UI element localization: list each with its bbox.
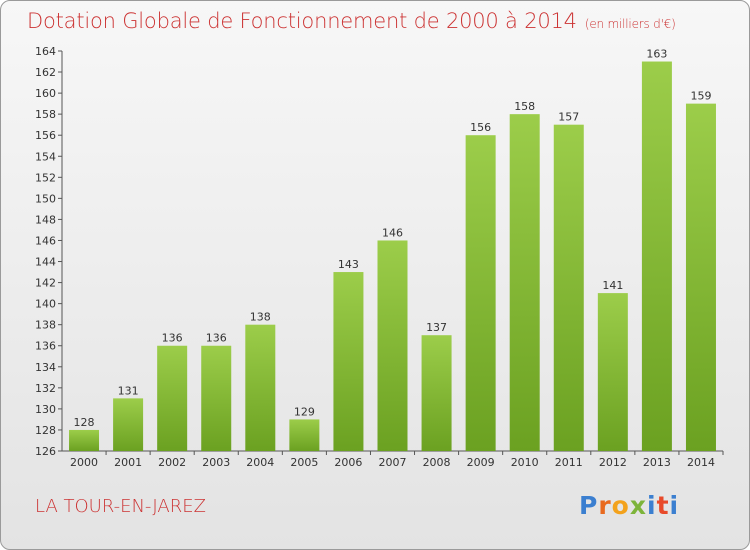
bar bbox=[597, 293, 628, 451]
town-name: LA TOUR-EN-JAREZ bbox=[35, 496, 206, 517]
data-label: 136 bbox=[162, 332, 183, 345]
chart-title-text: Dotation Globale de Fonctionnement de 20… bbox=[27, 9, 577, 33]
y-tick-label: 134 bbox=[35, 361, 56, 374]
chart-bars: 128 131 136 136 138 129 143 146 137 156 158 157 141 1… bbox=[69, 48, 716, 452]
x-tick-label: 2010 bbox=[511, 456, 539, 469]
x-tick-label: 2008 bbox=[423, 456, 451, 469]
y-tick-label: 152 bbox=[35, 171, 56, 184]
chart-title: Dotation Globale de Fonctionnement de 20… bbox=[27, 9, 676, 33]
y-tick-label: 154 bbox=[35, 150, 56, 163]
bar bbox=[333, 272, 364, 451]
logo-letter: t bbox=[656, 491, 670, 520]
bar bbox=[685, 103, 716, 451]
chart-unit: (en milliers d'€) bbox=[584, 17, 676, 31]
proxiti-logo: Proxiti bbox=[579, 491, 679, 520]
data-label: 141 bbox=[602, 279, 623, 292]
data-label: 128 bbox=[74, 416, 95, 429]
y-tick-label: 128 bbox=[35, 424, 56, 437]
x-tick-label: 2014 bbox=[687, 456, 715, 469]
y-tick-label: 160 bbox=[35, 87, 56, 100]
data-label: 163 bbox=[646, 48, 667, 61]
bar bbox=[641, 61, 672, 452]
y-tick-label: 150 bbox=[35, 192, 56, 205]
y-tick-label: 146 bbox=[35, 234, 56, 247]
x-tick-label: 2005 bbox=[290, 456, 318, 469]
bar bbox=[421, 335, 452, 451]
bar bbox=[377, 240, 408, 451]
data-label: 157 bbox=[558, 111, 579, 124]
logo-letter: i bbox=[647, 491, 657, 520]
y-tick-label: 126 bbox=[35, 445, 56, 458]
bar bbox=[69, 429, 100, 451]
bar bbox=[509, 114, 540, 451]
x-tick-label: 2003 bbox=[202, 456, 230, 469]
y-tick-label: 130 bbox=[35, 403, 56, 416]
y-tick-label: 162 bbox=[35, 66, 56, 79]
logo-letter: x bbox=[629, 491, 647, 520]
x-tick-label: 2009 bbox=[467, 456, 495, 469]
y-tick-label: 158 bbox=[35, 108, 56, 121]
y-tick-label: 138 bbox=[35, 319, 56, 332]
x-tick-label: 2000 bbox=[70, 456, 98, 469]
chart-axes: 126 128 130 132 134 136 138 140 142 144 146 148 150 1… bbox=[35, 45, 724, 469]
bar bbox=[245, 324, 276, 451]
bar bbox=[553, 124, 584, 452]
data-label: 146 bbox=[382, 226, 403, 239]
y-tick-label: 140 bbox=[35, 298, 56, 311]
data-label: 136 bbox=[206, 332, 227, 345]
data-label: 159 bbox=[690, 90, 711, 103]
bar bbox=[157, 345, 188, 451]
x-tick-label: 2012 bbox=[599, 456, 627, 469]
x-tick-label: 2006 bbox=[334, 456, 362, 469]
x-tick-label: 2001 bbox=[114, 456, 142, 469]
logo-letter: i bbox=[669, 491, 680, 520]
y-tick-label: 164 bbox=[35, 45, 56, 58]
logo-letter: r bbox=[598, 491, 612, 520]
y-tick-label: 148 bbox=[35, 213, 56, 226]
data-label: 131 bbox=[118, 384, 139, 397]
logo-letter: P bbox=[579, 491, 599, 520]
data-label: 158 bbox=[514, 100, 535, 113]
x-tick-label: 2007 bbox=[379, 456, 407, 469]
data-label: 138 bbox=[250, 311, 271, 324]
data-label: 129 bbox=[294, 405, 315, 418]
data-label: 143 bbox=[338, 258, 359, 271]
data-label: 137 bbox=[426, 321, 447, 334]
x-tick-label: 2013 bbox=[643, 456, 671, 469]
bar bbox=[113, 398, 144, 451]
logo-letter: o bbox=[611, 491, 630, 520]
y-tick-label: 132 bbox=[35, 382, 56, 395]
y-tick-label: 144 bbox=[35, 256, 56, 269]
x-tick-label: 2004 bbox=[246, 456, 274, 469]
y-tick-label: 142 bbox=[35, 277, 56, 290]
y-tick-label: 156 bbox=[35, 129, 56, 142]
y-tick-label: 136 bbox=[35, 340, 56, 353]
bar bbox=[201, 345, 232, 451]
x-tick-label: 2011 bbox=[555, 456, 583, 469]
bar bbox=[465, 135, 496, 452]
bar bbox=[289, 419, 320, 451]
x-tick-label: 2002 bbox=[158, 456, 186, 469]
data-label: 156 bbox=[470, 121, 491, 134]
